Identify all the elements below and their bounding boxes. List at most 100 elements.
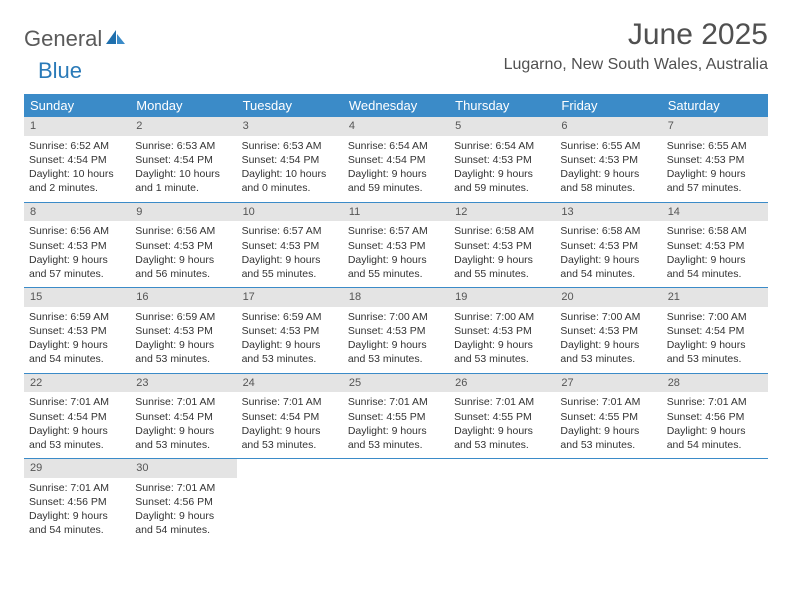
sunset-text: Sunset: 4:53 PM [560,239,656,253]
day-cell: 4Sunrise: 6:54 AMSunset: 4:54 PMDaylight… [343,117,449,202]
sunset-text: Sunset: 4:54 PM [667,324,763,338]
sunrise-text: Sunrise: 6:56 AM [29,224,125,238]
weekday-header: Friday [555,94,661,117]
day-cell: 16Sunrise: 6:59 AMSunset: 4:53 PMDayligh… [130,288,236,373]
daylight-text: Daylight: 9 hours and 54 minutes. [135,509,231,537]
day-details: Sunrise: 7:00 AMSunset: 4:53 PMDaylight:… [343,307,449,373]
day-cell: 29Sunrise: 7:01 AMSunset: 4:56 PMDayligh… [24,459,130,544]
week-row: 1Sunrise: 6:52 AMSunset: 4:54 PMDaylight… [24,117,768,202]
sunset-text: Sunset: 4:53 PM [560,153,656,167]
day-number: 25 [343,374,449,393]
sunset-text: Sunset: 4:53 PM [242,239,338,253]
day-number: 26 [449,374,555,393]
daylight-text: Daylight: 9 hours and 54 minutes. [29,509,125,537]
day-cell: 22Sunrise: 7:01 AMSunset: 4:54 PMDayligh… [24,374,130,459]
day-cell: 10Sunrise: 6:57 AMSunset: 4:53 PMDayligh… [237,203,343,288]
sunrise-text: Sunrise: 7:01 AM [135,395,231,409]
day-cell: 9Sunrise: 6:56 AMSunset: 4:53 PMDaylight… [130,203,236,288]
day-details: Sunrise: 6:58 AMSunset: 4:53 PMDaylight:… [662,221,768,287]
calendar-grid: Sunday Monday Tuesday Wednesday Thursday… [24,94,768,544]
brand-logo: General [24,26,128,52]
sunset-text: Sunset: 4:54 PM [135,410,231,424]
sunrise-text: Sunrise: 6:54 AM [348,139,444,153]
sunset-text: Sunset: 4:53 PM [560,324,656,338]
day-number: 28 [662,374,768,393]
sunrise-text: Sunrise: 6:55 AM [560,139,656,153]
day-cell: 3Sunrise: 6:53 AMSunset: 4:54 PMDaylight… [237,117,343,202]
day-cell: 13Sunrise: 6:58 AMSunset: 4:53 PMDayligh… [555,203,661,288]
day-number: 4 [343,117,449,136]
daylight-text: Daylight: 9 hours and 54 minutes. [29,338,125,366]
day-details: Sunrise: 7:01 AMSunset: 4:54 PMDaylight:… [130,392,236,458]
sunrise-text: Sunrise: 7:01 AM [667,395,763,409]
day-details: Sunrise: 6:58 AMSunset: 4:53 PMDaylight:… [449,221,555,287]
daylight-text: Daylight: 9 hours and 54 minutes. [667,253,763,281]
daylight-text: Daylight: 9 hours and 54 minutes. [560,253,656,281]
day-details: Sunrise: 6:57 AMSunset: 4:53 PMDaylight:… [237,221,343,287]
day-cell: 11Sunrise: 6:57 AMSunset: 4:53 PMDayligh… [343,203,449,288]
day-cell: 14Sunrise: 6:58 AMSunset: 4:53 PMDayligh… [662,203,768,288]
daylight-text: Daylight: 9 hours and 53 minutes. [560,424,656,452]
sunset-text: Sunset: 4:55 PM [560,410,656,424]
sunrise-text: Sunrise: 7:00 AM [560,310,656,324]
day-details: Sunrise: 7:01 AMSunset: 4:55 PMDaylight:… [343,392,449,458]
day-number: 6 [555,117,661,136]
daylight-text: Daylight: 9 hours and 53 minutes. [454,338,550,366]
day-details: Sunrise: 6:54 AMSunset: 4:53 PMDaylight:… [449,136,555,202]
day-details: Sunrise: 7:00 AMSunset: 4:54 PMDaylight:… [662,307,768,373]
sunrise-text: Sunrise: 6:55 AM [667,139,763,153]
day-cell: 24Sunrise: 7:01 AMSunset: 4:54 PMDayligh… [237,374,343,459]
day-number: 14 [662,203,768,222]
weekday-header: Tuesday [237,94,343,117]
sunrise-text: Sunrise: 6:59 AM [29,310,125,324]
day-number: 27 [555,374,661,393]
day-number: 7 [662,117,768,136]
day-cell: 27Sunrise: 7:01 AMSunset: 4:55 PMDayligh… [555,374,661,459]
day-details: Sunrise: 7:00 AMSunset: 4:53 PMDaylight:… [449,307,555,373]
sunrise-text: Sunrise: 7:00 AM [667,310,763,324]
day-details: Sunrise: 6:55 AMSunset: 4:53 PMDaylight:… [662,136,768,202]
sunset-text: Sunset: 4:54 PM [29,153,125,167]
day-number: 5 [449,117,555,136]
day-cell: 5Sunrise: 6:54 AMSunset: 4:53 PMDaylight… [449,117,555,202]
sunrise-text: Sunrise: 6:53 AM [242,139,338,153]
day-number: 17 [237,288,343,307]
sunrise-text: Sunrise: 6:57 AM [348,224,444,238]
day-number: 30 [130,459,236,478]
weekday-header-row: Sunday Monday Tuesday Wednesday Thursday… [24,94,768,117]
day-number: 12 [449,203,555,222]
day-details: Sunrise: 6:53 AMSunset: 4:54 PMDaylight:… [130,136,236,202]
weekday-header: Monday [130,94,236,117]
day-details: Sunrise: 7:01 AMSunset: 4:56 PMDaylight:… [24,478,130,544]
day-details: Sunrise: 7:00 AMSunset: 4:53 PMDaylight:… [555,307,661,373]
week-row: 29Sunrise: 7:01 AMSunset: 4:56 PMDayligh… [24,458,768,544]
daylight-text: Daylight: 10 hours and 2 minutes. [29,167,125,195]
sunset-text: Sunset: 4:53 PM [242,324,338,338]
weekday-header: Wednesday [343,94,449,117]
day-number: 21 [662,288,768,307]
daylight-text: Daylight: 9 hours and 53 minutes. [242,424,338,452]
title-block: June 2025 Lugarno, New South Wales, Aust… [504,18,768,74]
sunset-text: Sunset: 4:56 PM [135,495,231,509]
day-cell: 17Sunrise: 6:59 AMSunset: 4:53 PMDayligh… [237,288,343,373]
day-details: Sunrise: 7:01 AMSunset: 4:56 PMDaylight:… [662,392,768,458]
daylight-text: Daylight: 9 hours and 53 minutes. [29,424,125,452]
daylight-text: Daylight: 10 hours and 0 minutes. [242,167,338,195]
daylight-text: Daylight: 9 hours and 53 minutes. [348,338,444,366]
daylight-text: Daylight: 10 hours and 1 minute. [135,167,231,195]
day-details: Sunrise: 6:57 AMSunset: 4:53 PMDaylight:… [343,221,449,287]
day-cell: . [449,459,555,544]
week-row: 22Sunrise: 7:01 AMSunset: 4:54 PMDayligh… [24,373,768,459]
day-cell: . [555,459,661,544]
sunrise-text: Sunrise: 7:01 AM [135,481,231,495]
day-details: Sunrise: 7:01 AMSunset: 4:54 PMDaylight:… [24,392,130,458]
day-cell: 30 Sunrise: 7:01 AMSunset: 4:56 PMDayligh… [130,459,236,544]
sunrise-text: Sunrise: 6:52 AM [29,139,125,153]
sunrise-text: Sunrise: 6:58 AM [454,224,550,238]
day-number: 24 [237,374,343,393]
sunrise-text: Sunrise: 6:59 AM [242,310,338,324]
day-details: Sunrise: 6:56 AMSunset: 4:53 PMDaylight:… [24,221,130,287]
sunrise-text: Sunrise: 6:54 AM [454,139,550,153]
sunset-text: Sunset: 4:54 PM [348,153,444,167]
daylight-text: Daylight: 9 hours and 55 minutes. [242,253,338,281]
